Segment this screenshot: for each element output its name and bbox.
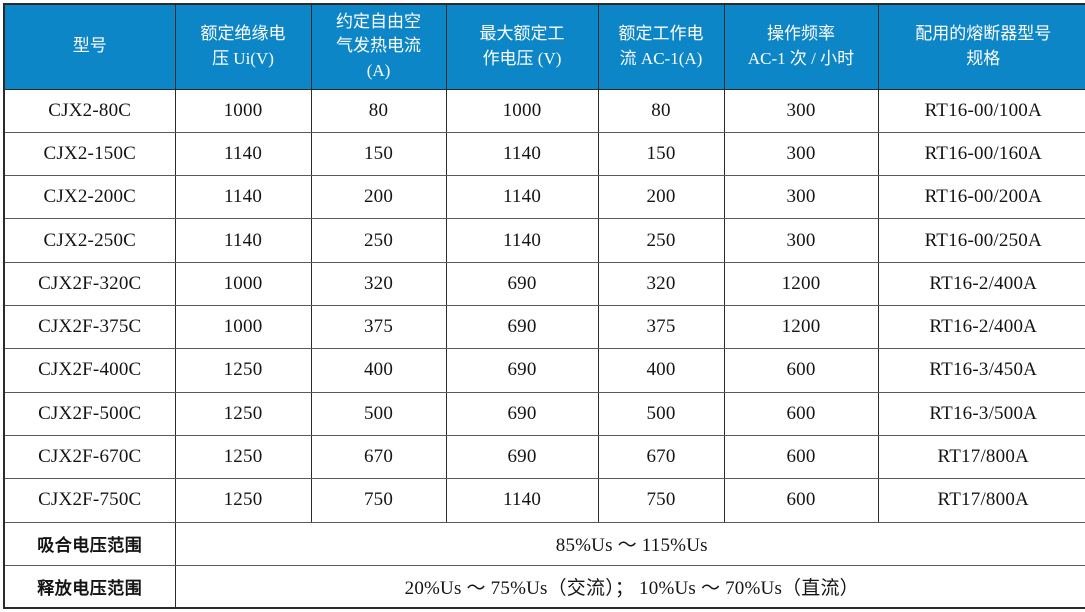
spec-value-cell: 750 — [597, 478, 725, 523]
table-row: CJX2-80C 1000 80 1000 80 300 RT16-00/100A — [3, 88, 1085, 133]
model-cell: CJX2F-320C — [3, 261, 176, 306]
spec-value-cell: 1000 — [445, 88, 599, 133]
spec-value-cell: RT16-00/100A — [877, 88, 1085, 133]
spec-value-cell: 1000 — [174, 88, 312, 133]
table-row: CJX2-250C 1140 250 1140 250 300 RT16-00/250A — [3, 218, 1085, 263]
spec-value-cell: 600 — [723, 391, 879, 436]
release-voltage-value: 20%Us ～ 75%Us（交流）； 10%Us ～ 70%Us（直流） — [174, 564, 1085, 609]
spec-value-cell: RT16-00/250A — [877, 218, 1085, 263]
column-header-fuse-spec: 配用的熔断器型号 规格 — [877, 3, 1085, 90]
column-header-thermal-current: 约定自由空 气发热电流 (A) — [310, 3, 447, 90]
spec-value-cell: 670 — [310, 434, 447, 480]
spec-value-cell: RT16-3/500A — [877, 391, 1085, 436]
spec-value-cell: 750 — [310, 478, 447, 523]
column-header-insulation-voltage: 额定绝缘电 压 Ui(V) — [174, 3, 312, 90]
pull-in-voltage-row: 吸合电压范围 85%Us ～ 115%Us — [3, 521, 1085, 566]
spec-value-cell: 400 — [310, 348, 447, 393]
spec-value-cell: 375 — [310, 304, 447, 350]
spec-value-cell: 375 — [597, 304, 725, 350]
spec-value-cell: 1200 — [723, 304, 879, 350]
spec-value-cell: 300 — [723, 175, 879, 220]
column-header-rated-current: 额定工作电 流 AC-1(A) — [597, 3, 725, 90]
table-row: CJX2-200C 1140 200 1140 200 300 RT16-00/200A — [3, 175, 1085, 220]
spec-value-cell: RT16-3/450A — [877, 348, 1085, 393]
spec-value-cell: 1140 — [445, 478, 599, 523]
table-row: CJX2F-670C 1250 670 690 670 600 RT17/800A — [3, 434, 1085, 480]
spec-value-cell: RT17/800A — [877, 478, 1085, 523]
spec-value-cell: 250 — [597, 218, 725, 263]
table-row: CJX2-150C 1140 150 1140 150 300 RT16-00/160A — [3, 131, 1085, 177]
spec-value-cell: 1250 — [174, 478, 312, 523]
spec-value-cell: 1140 — [445, 218, 599, 263]
contactor-spec-table: 型号 额定绝缘电 压 Ui(V) 约定自由空 气发热电流 (A) 最大额定工 作… — [3, 3, 1085, 609]
table-body: CJX2-80C 1000 80 1000 80 300 RT16-00/100A CJX2-… — [3, 88, 1085, 523]
header-row: 型号 额定绝缘电 压 Ui(V) 约定自由空 气发热电流 (A) 最大额定工 作… — [3, 3, 1085, 90]
model-cell: CJX2F-750C — [3, 478, 176, 523]
spec-value-cell: 80 — [597, 88, 725, 133]
spec-value-cell: 1000 — [174, 304, 312, 350]
model-cell: CJX2F-400C — [3, 348, 176, 393]
spec-value-cell: 320 — [310, 261, 447, 306]
spec-value-cell: 1200 — [723, 261, 879, 306]
spec-value-cell: 300 — [723, 131, 879, 177]
spec-value-cell: 600 — [723, 478, 879, 523]
spec-value-cell: 1140 — [174, 175, 312, 220]
table-row: CJX2F-375C 1000 375 690 375 1200 RT16-2/400A — [3, 304, 1085, 350]
model-cell: CJX2F-500C — [3, 391, 176, 436]
spec-value-cell: 670 — [597, 434, 725, 480]
spec-value-cell: 500 — [310, 391, 447, 436]
pull-in-voltage-label: 吸合电压范围 — [3, 521, 176, 566]
table-header: 型号 额定绝缘电 压 Ui(V) 约定自由空 气发热电流 (A) 最大额定工 作… — [3, 3, 1085, 90]
spec-value-cell: 1140 — [445, 175, 599, 220]
table-row: CJX2F-320C 1000 320 690 320 1200 RT16-2/400A — [3, 261, 1085, 306]
spec-value-cell: 690 — [445, 304, 599, 350]
model-cell: CJX2F-375C — [3, 304, 176, 350]
model-cell: CJX2-80C — [3, 88, 176, 133]
spec-value-cell: 400 — [597, 348, 725, 393]
spec-value-cell: 150 — [597, 131, 725, 177]
pull-in-voltage-value: 85%Us ～ 115%Us — [174, 521, 1085, 566]
spec-value-cell: 1140 — [174, 218, 312, 263]
column-header-model: 型号 — [3, 3, 176, 90]
spec-value-cell: 250 — [310, 218, 447, 263]
table-footer: 吸合电压范围 85%Us ～ 115%Us 释放电压范围 20%Us ～ 75%… — [3, 521, 1085, 609]
spec-value-cell: 500 — [597, 391, 725, 436]
spec-value-cell: 690 — [445, 348, 599, 393]
spec-value-cell: 1140 — [445, 131, 599, 177]
table-row: CJX2F-750C 1250 750 1140 750 600 RT17/800A — [3, 478, 1085, 523]
table-row: CJX2F-400C 1250 400 690 400 600 RT16-3/450A — [3, 348, 1085, 393]
spec-value-cell: 300 — [723, 88, 879, 133]
spec-value-cell: 1250 — [174, 391, 312, 436]
spec-value-cell: 1140 — [174, 131, 312, 177]
model-cell: CJX2-150C — [3, 131, 176, 177]
spec-value-cell: 320 — [597, 261, 725, 306]
release-voltage-row: 释放电压范围 20%Us ～ 75%Us（交流）； 10%Us ～ 70%Us（… — [3, 564, 1085, 609]
model-cell: CJX2-250C — [3, 218, 176, 263]
spec-value-cell: 690 — [445, 391, 599, 436]
spec-value-cell: 150 — [310, 131, 447, 177]
spec-value-cell: 600 — [723, 434, 879, 480]
spec-value-cell: 600 — [723, 348, 879, 393]
spec-value-cell: 300 — [723, 218, 879, 263]
spec-value-cell: 80 — [310, 88, 447, 133]
spec-value-cell: 690 — [445, 261, 599, 306]
model-cell: CJX2-200C — [3, 175, 176, 220]
model-cell: CJX2F-670C — [3, 434, 176, 480]
spec-value-cell: 1250 — [174, 434, 312, 480]
spec-value-cell: 200 — [597, 175, 725, 220]
spec-value-cell: RT17/800A — [877, 434, 1085, 480]
spec-value-cell: RT16-2/400A — [877, 261, 1085, 306]
release-voltage-label: 释放电压范围 — [3, 564, 176, 609]
spec-value-cell: RT16-00/200A — [877, 175, 1085, 220]
spec-value-cell: 1000 — [174, 261, 312, 306]
column-header-max-working-voltage: 最大额定工 作电压 (V) — [445, 3, 599, 90]
spec-value-cell: 690 — [445, 434, 599, 480]
spec-value-cell: RT16-00/160A — [877, 131, 1085, 177]
table-row: CJX2F-500C 1250 500 690 500 600 RT16-3/500A — [3, 391, 1085, 436]
column-header-operating-frequency: 操作频率 AC-1 次 / 小时 — [723, 3, 879, 90]
spec-value-cell: 200 — [310, 175, 447, 220]
spec-value-cell: RT16-2/400A — [877, 304, 1085, 350]
spec-value-cell: 1250 — [174, 348, 312, 393]
